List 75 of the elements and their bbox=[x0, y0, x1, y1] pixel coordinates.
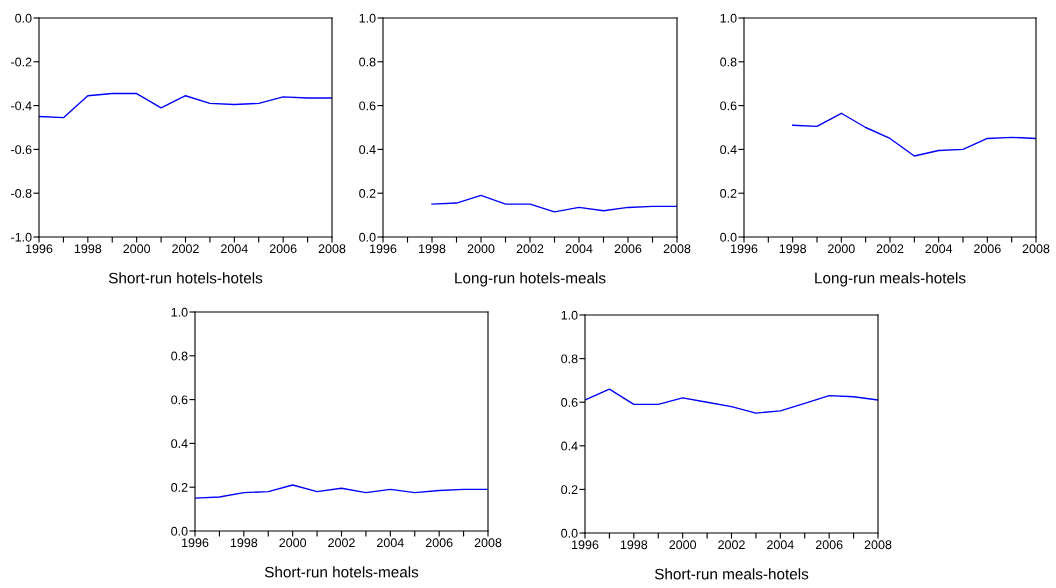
y-tick-label: -0.4 bbox=[11, 101, 32, 111]
line-series bbox=[195, 484, 488, 499]
x-tick-label: 2002 bbox=[172, 244, 199, 254]
y-tick-label: 0.2 bbox=[171, 483, 188, 492]
y-tick-label: 0.8 bbox=[720, 57, 737, 67]
x-tick-label: 2002 bbox=[876, 244, 904, 254]
y-tick-label: -0.6 bbox=[11, 145, 32, 155]
x-tick-label: 2004 bbox=[565, 244, 593, 254]
x-tick-label: 2004 bbox=[377, 538, 404, 548]
x-tick-label: 2004 bbox=[767, 540, 794, 550]
line-series bbox=[791, 112, 1036, 157]
y-tick-label: 0.2 bbox=[561, 485, 578, 495]
y-tick-label: -0.2 bbox=[11, 57, 32, 67]
y-tick-label: 0.4 bbox=[171, 439, 188, 449]
y-tick-label: 0.2 bbox=[359, 189, 376, 198]
y-tick-label: 0.4 bbox=[561, 441, 578, 451]
y-tick-label: 0.8 bbox=[561, 354, 578, 364]
line-series bbox=[431, 194, 677, 213]
x-tick-label: 1998 bbox=[779, 244, 807, 254]
line-series bbox=[39, 92, 332, 119]
x-tick-label: 1996 bbox=[26, 244, 53, 254]
x-tick-label: 2008 bbox=[474, 538, 502, 548]
y-tick-label: 1.0 bbox=[359, 13, 376, 23]
x-tick-label: 2006 bbox=[614, 244, 642, 254]
y-tick-label: 0.0 bbox=[359, 232, 376, 242]
y-tick-label: 0.6 bbox=[359, 101, 376, 111]
x-tick-label: 2000 bbox=[828, 244, 855, 254]
y-tick-label: -1.0 bbox=[11, 232, 32, 242]
y-tick-label: 0.6 bbox=[561, 398, 578, 407]
x-tick-label: 2000 bbox=[123, 244, 151, 254]
x-tick-label: 2002 bbox=[718, 540, 745, 550]
x-tick-label: 2008 bbox=[663, 244, 691, 254]
x-tick-label: 1996 bbox=[572, 540, 599, 550]
y-tick-label: -0.8 bbox=[11, 189, 32, 198]
y-tick-label: 0.8 bbox=[171, 351, 188, 361]
x-tick-label: 1996 bbox=[370, 244, 397, 254]
y-tick-label: 0.0 bbox=[720, 232, 737, 242]
y-tick-label: 0.4 bbox=[720, 145, 737, 155]
x-tick-label: 1998 bbox=[230, 538, 258, 548]
x-tick-label: 2006 bbox=[269, 244, 297, 254]
y-tick-label: 0.4 bbox=[359, 145, 376, 155]
y-tick-label: 1.0 bbox=[171, 307, 188, 317]
x-tick-label: 2006 bbox=[425, 538, 453, 548]
y-tick-label: 0.0 bbox=[561, 528, 578, 538]
x-tick-label: 2004 bbox=[925, 244, 953, 254]
x-tick-label: 2008 bbox=[1022, 244, 1050, 254]
x-tick-label: 1998 bbox=[419, 244, 446, 254]
x-axis-title: Long-run hotels-meals bbox=[455, 272, 606, 287]
x-tick-label: 1998 bbox=[74, 244, 102, 254]
x-tick-label: 2006 bbox=[974, 244, 1001, 254]
x-axis-title: Short-run hotels-hotels bbox=[108, 272, 263, 284]
line-series bbox=[585, 388, 878, 414]
x-tick-label: 2000 bbox=[669, 540, 697, 550]
y-tick-label: 0.2 bbox=[720, 189, 737, 198]
y-tick-label: 0.6 bbox=[171, 395, 188, 405]
x-tick-label: 2002 bbox=[516, 244, 544, 254]
y-tick-label: 0.0 bbox=[15, 13, 32, 23]
y-tick-label: 1.0 bbox=[561, 310, 578, 320]
x-axis-title: Long-run meals-hotels bbox=[815, 272, 966, 287]
x-tick-label: 1998 bbox=[620, 540, 648, 550]
y-tick-label: 0.0 bbox=[171, 526, 188, 536]
y-tick-label: 0.8 bbox=[359, 57, 376, 67]
x-tick-label: 2006 bbox=[815, 540, 843, 550]
x-tick-label: 2004 bbox=[221, 244, 248, 254]
x-tick-label: 2000 bbox=[467, 244, 495, 254]
x-tick-label: 2008 bbox=[318, 244, 346, 254]
x-tick-label: 2002 bbox=[328, 538, 355, 548]
x-tick-label: 2008 bbox=[864, 540, 892, 550]
x-axis-title: Short-run meals-hotels bbox=[654, 568, 809, 580]
x-tick-label: 2000 bbox=[279, 538, 307, 548]
y-tick-label: 1.0 bbox=[720, 13, 737, 23]
x-tick-label: 1996 bbox=[182, 538, 209, 548]
x-tick-label: 1996 bbox=[731, 244, 758, 254]
y-tick-label: 0.6 bbox=[720, 101, 737, 111]
x-axis-title: Short-run hotels-meals bbox=[264, 566, 419, 578]
